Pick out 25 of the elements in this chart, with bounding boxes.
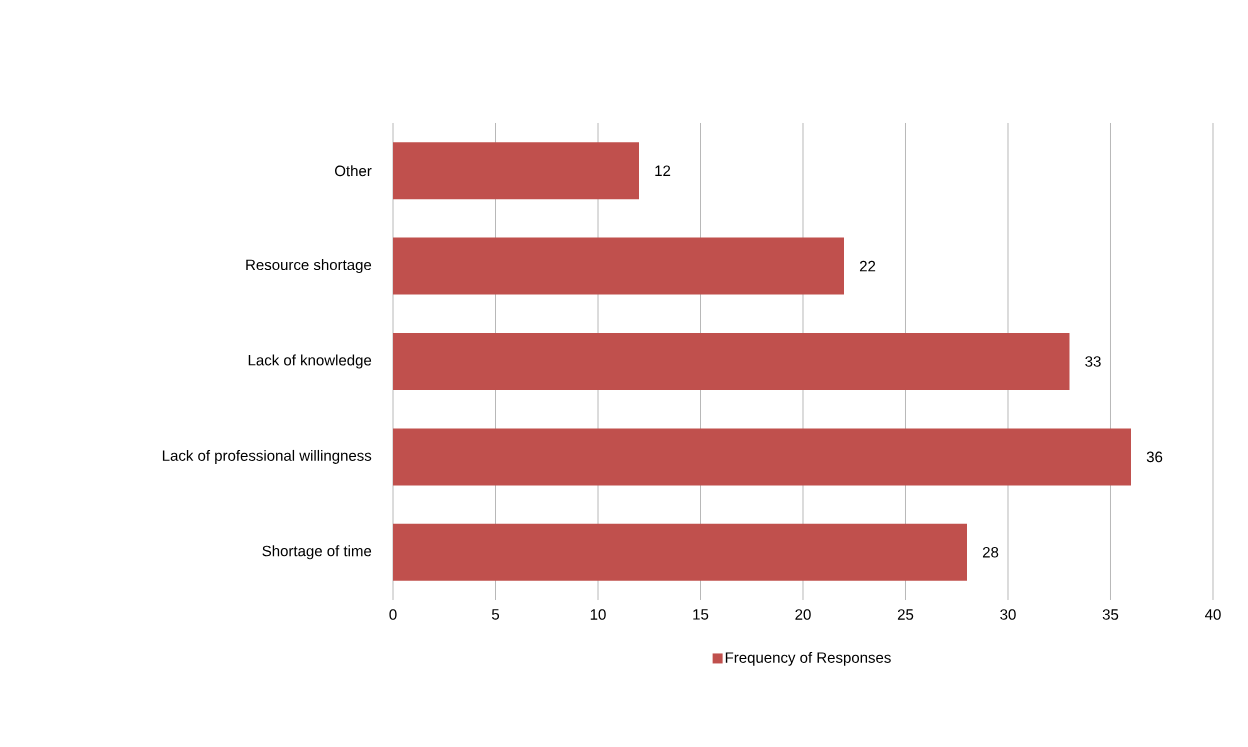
bar — [393, 333, 1070, 390]
x-tick-label: 10 — [590, 609, 606, 620]
data-label: 36 — [1146, 451, 1163, 463]
bar — [393, 523, 967, 581]
y-tick-label: Other — [335, 165, 372, 177]
y-tick-label: Lack of knowledge — [248, 354, 372, 369]
y-tick-label: Lack of professional willingness — [162, 449, 372, 464]
x-tick-label: 40 — [1205, 609, 1221, 620]
x-tick-label: 0 — [389, 609, 397, 620]
bar — [393, 428, 1131, 486]
x-tick-label: 25 — [897, 609, 914, 620]
data-label: 33 — [1085, 356, 1101, 367]
x-tick-label: 20 — [795, 609, 811, 620]
data-label: 28 — [982, 546, 999, 558]
bar — [393, 237, 844, 295]
data-label: 12 — [655, 165, 671, 176]
legend-label: Frequency of Responses — [725, 651, 891, 666]
x-tick-label: 5 — [491, 609, 500, 620]
bar — [393, 142, 639, 200]
data-label: 22 — [859, 260, 876, 272]
y-tick-label: Shortage of time — [262, 545, 372, 560]
x-tick-label: 15 — [693, 609, 709, 620]
y-tick-label: Resource shortage — [246, 259, 372, 274]
x-tick-label: 30 — [1000, 609, 1016, 620]
x-tick-label: 35 — [1102, 609, 1119, 620]
